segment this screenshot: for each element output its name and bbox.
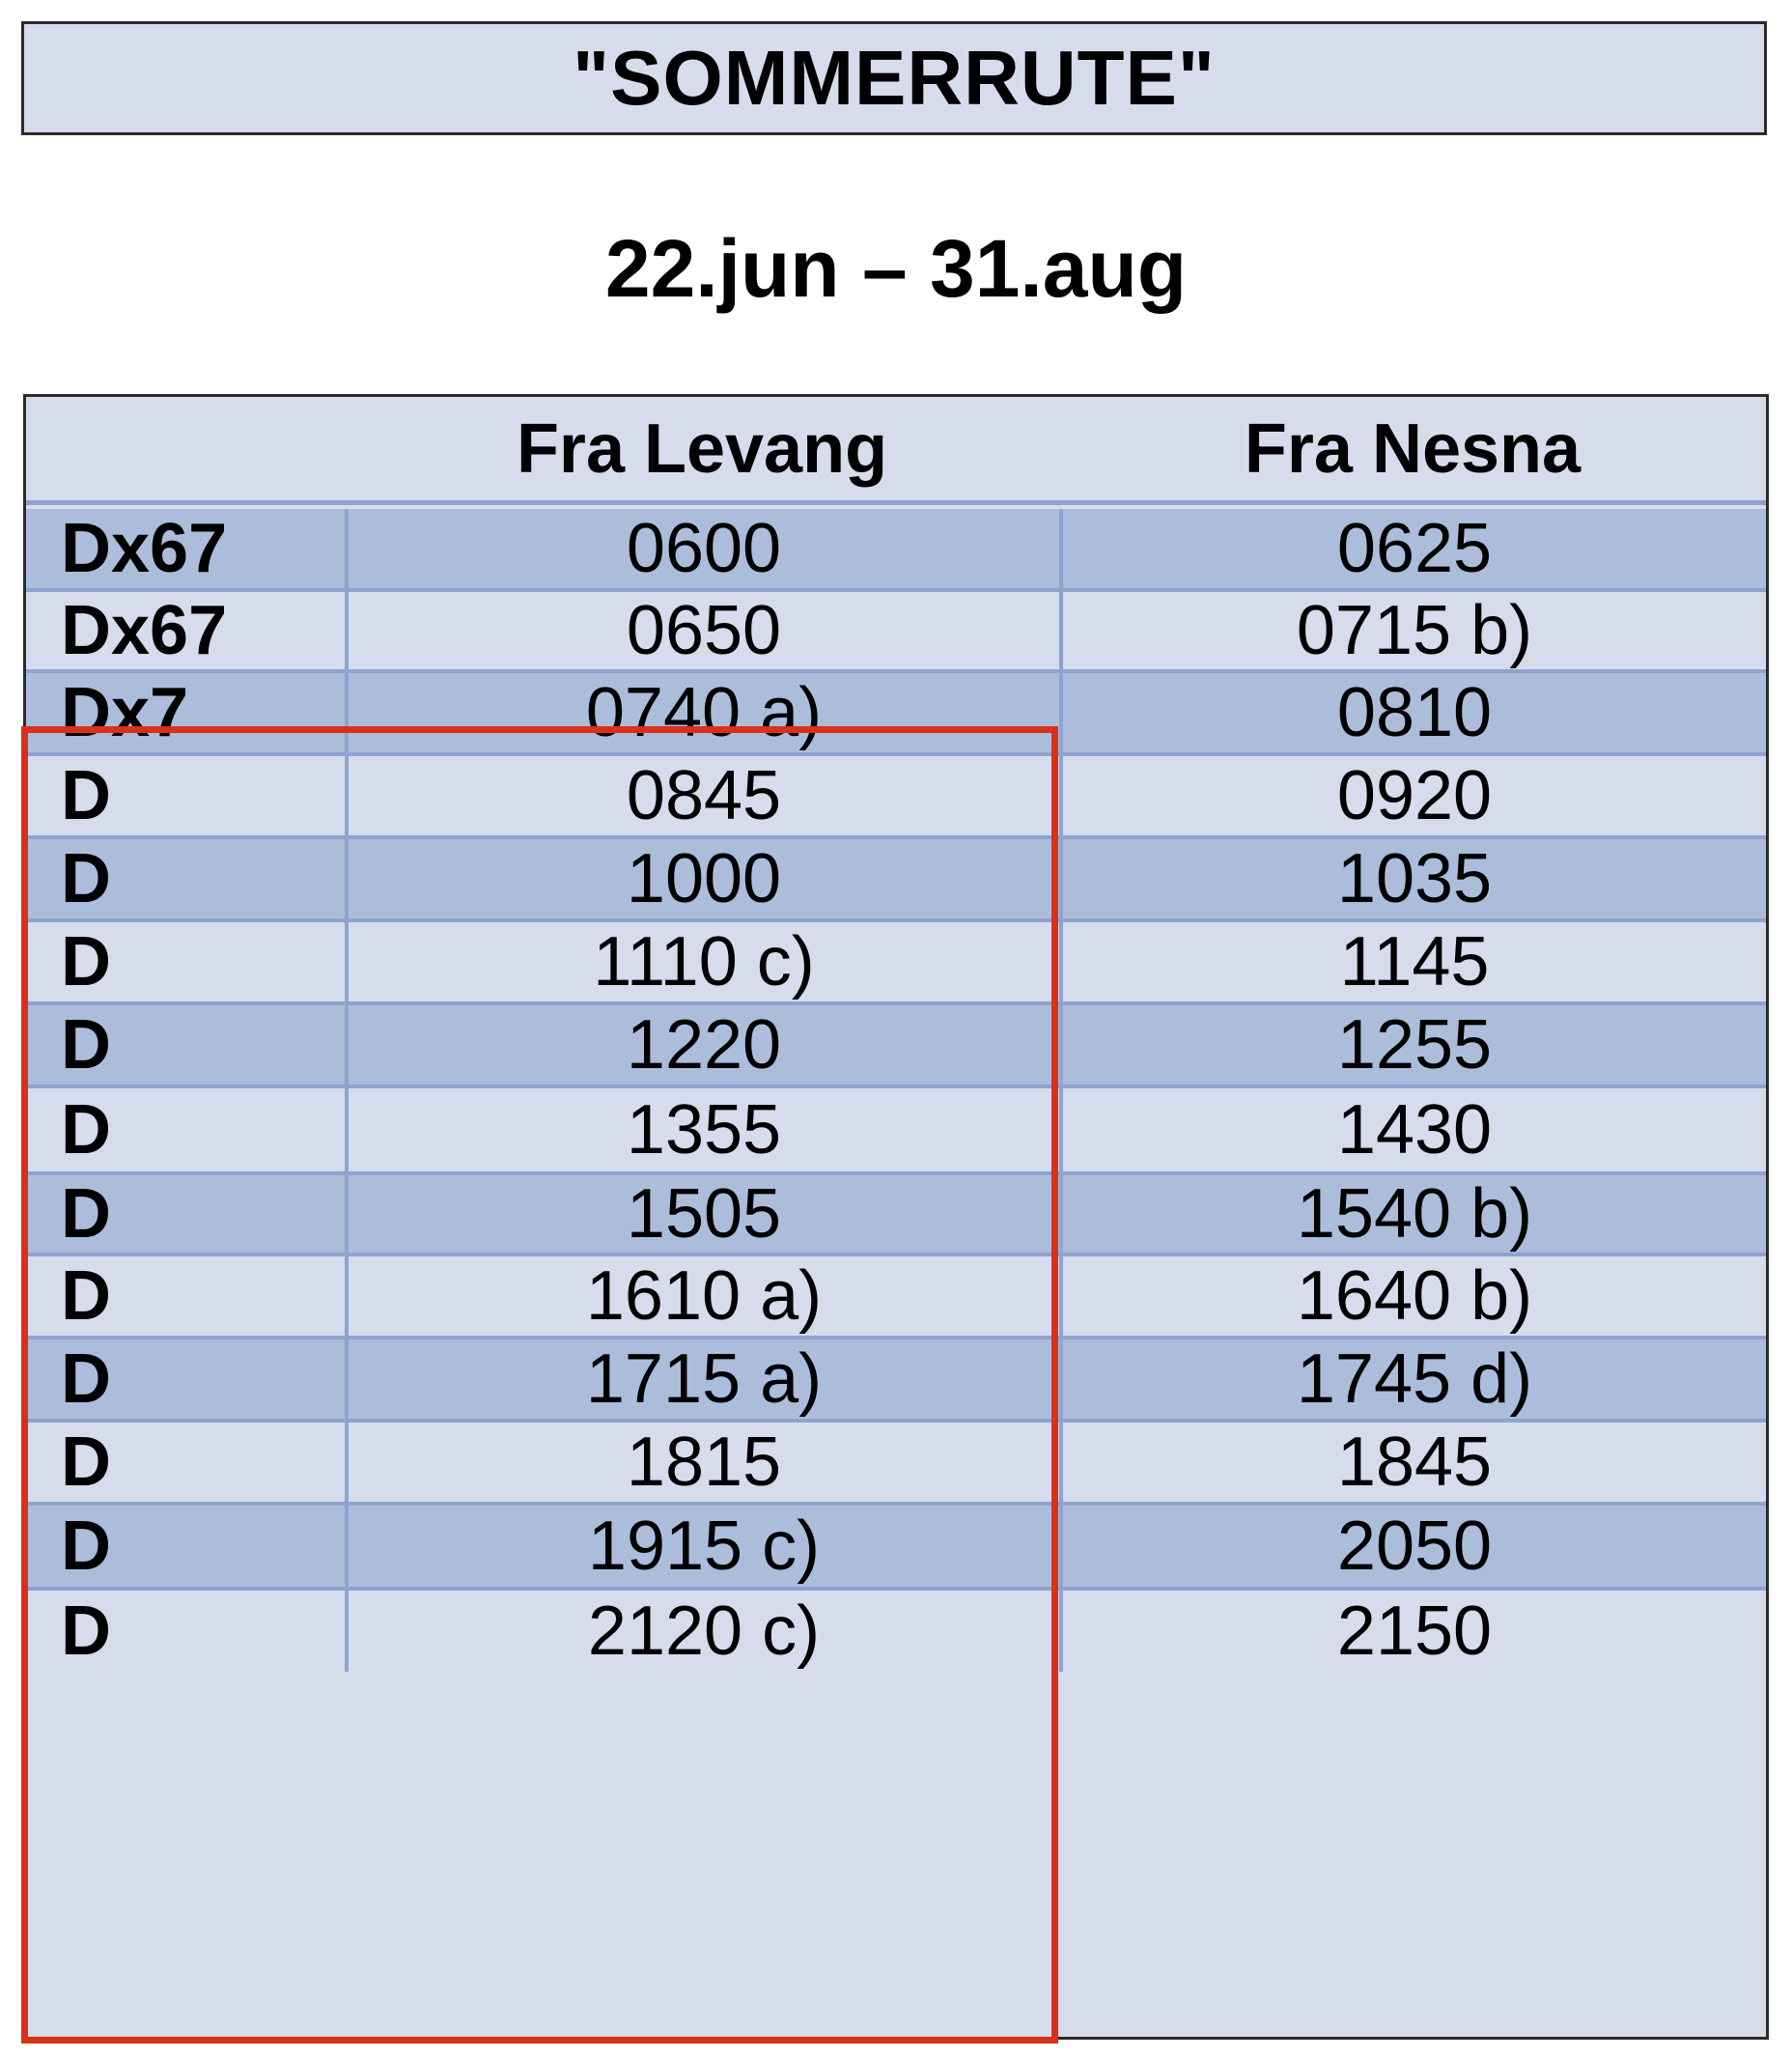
ferry-schedule-table: Fra Levang Fra Nesna Dx67 0600 0625 Dx67 065… bbox=[23, 394, 1769, 2040]
route-type-cell: D bbox=[61, 1006, 111, 1084]
table-row: D 1915 c) 2050 bbox=[26, 1506, 1766, 1591]
route-type-cell: D bbox=[61, 923, 111, 1001]
fra-levang-time-cell: 0740 a) bbox=[345, 673, 1059, 752]
fra-levang-time-cell: 1915 c) bbox=[345, 1506, 1059, 1587]
fra-nesna-time-cell: 1640 b) bbox=[1059, 1256, 1766, 1336]
schedule-title: "SOMMERRUTE" bbox=[21, 21, 1767, 135]
fra-nesna-time-cell: 1145 bbox=[1059, 922, 1766, 1001]
fra-nesna-time-cell: 0920 bbox=[1059, 756, 1766, 835]
table-row: D 0845 0920 bbox=[26, 756, 1766, 839]
fra-levang-time-cell: 0845 bbox=[345, 756, 1059, 835]
table-row: Dx67 0650 0715 b) bbox=[26, 592, 1766, 673]
fra-levang-time-cell: 0650 bbox=[345, 592, 1059, 669]
table-row: D 1220 1255 bbox=[26, 1005, 1766, 1088]
route-type-cell: D bbox=[61, 1091, 111, 1169]
table-header-row: Fra Levang Fra Nesna bbox=[26, 397, 1766, 505]
fra-nesna-time-cell: 1845 bbox=[1059, 1423, 1766, 1502]
fra-nesna-time-cell: 1255 bbox=[1059, 1005, 1766, 1085]
date-range: 22.jun – 31.aug bbox=[604, 223, 1188, 314]
fra-nesna-time-cell: 2050 bbox=[1059, 1506, 1766, 1587]
fra-nesna-time-cell: 1430 bbox=[1059, 1088, 1766, 1171]
table-row: D 1610 a) 1640 b) bbox=[26, 1256, 1766, 1339]
route-type-cell: D bbox=[61, 1257, 111, 1335]
fra-levang-time-cell: 1815 bbox=[345, 1423, 1059, 1502]
fra-levang-time-cell: 1715 a) bbox=[345, 1339, 1059, 1419]
fra-levang-time-cell: 1220 bbox=[345, 1005, 1059, 1085]
fra-levang-time-cell: 1110 c) bbox=[345, 922, 1059, 1001]
table-row: Dx7 0740 a) 0810 bbox=[26, 673, 1766, 756]
route-type-cell: D bbox=[61, 840, 111, 917]
table-row: D 1505 1540 b) bbox=[26, 1175, 1766, 1256]
table-row: D 1715 a) 1745 d) bbox=[26, 1339, 1766, 1423]
fra-nesna-time-cell: 1540 b) bbox=[1059, 1175, 1766, 1253]
route-type-cell: D bbox=[61, 1593, 111, 1670]
table-row: Dx67 0600 0625 bbox=[26, 509, 1766, 592]
fra-levang-time-cell: 1505 bbox=[345, 1175, 1059, 1253]
route-type-cell: D bbox=[61, 1175, 111, 1253]
table-row: D 1355 1430 bbox=[26, 1088, 1766, 1175]
fra-nesna-time-cell: 2150 bbox=[1059, 1591, 1766, 1672]
table-row: D 1000 1035 bbox=[26, 839, 1766, 922]
header-route-type bbox=[26, 397, 345, 500]
table-row: D 2120 c) 2150 bbox=[26, 1591, 1766, 1672]
route-type-cell: D bbox=[61, 1340, 111, 1418]
fra-nesna-time-cell: 0810 bbox=[1059, 673, 1766, 752]
table-row: D 1815 1845 bbox=[26, 1423, 1766, 1506]
fra-levang-time-cell: 1000 bbox=[345, 839, 1059, 918]
fra-levang-time-cell: 1610 a) bbox=[345, 1256, 1059, 1336]
fra-levang-time-cell: 1355 bbox=[345, 1088, 1059, 1171]
header-fra-nesna: Fra Nesna bbox=[1244, 409, 1582, 488]
table-row: D 1110 c) 1145 bbox=[26, 922, 1766, 1005]
fra-levang-time-cell: 0600 bbox=[345, 509, 1059, 588]
route-type-cell: D bbox=[61, 1508, 111, 1585]
header-fra-levang: Fra Levang bbox=[516, 409, 888, 488]
route-type-cell: D bbox=[61, 1424, 111, 1501]
route-type-cell: Dx67 bbox=[61, 592, 228, 669]
route-type-cell: D bbox=[61, 757, 111, 834]
fra-nesna-time-cell: 1035 bbox=[1059, 839, 1766, 918]
fra-levang-time-cell: 2120 c) bbox=[345, 1591, 1059, 1672]
fra-nesna-time-cell: 0625 bbox=[1059, 509, 1766, 588]
route-type-cell: Dx67 bbox=[61, 510, 228, 587]
fra-nesna-time-cell: 1745 d) bbox=[1059, 1339, 1766, 1419]
fra-nesna-time-cell: 0715 b) bbox=[1059, 592, 1766, 669]
route-type-cell: Dx7 bbox=[61, 674, 189, 751]
